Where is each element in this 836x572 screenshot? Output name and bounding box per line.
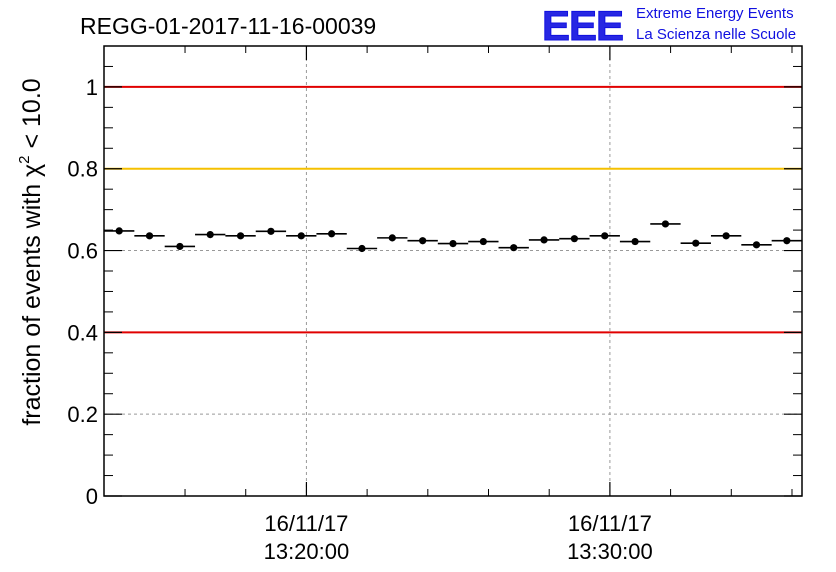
point-marker — [510, 244, 518, 252]
data-point — [286, 232, 317, 240]
y-axis-label-chi: χ — [18, 164, 46, 177]
data-point — [316, 230, 347, 238]
point-marker — [601, 232, 609, 240]
point-marker — [722, 232, 730, 240]
point-marker — [388, 234, 396, 242]
y-tick-label: 0.6 — [67, 239, 98, 264]
point-marker — [540, 236, 548, 244]
point-marker — [419, 237, 427, 245]
y-axis-label-pre: fraction of events with — [18, 177, 46, 426]
x-tick-label-time: 13:20:00 — [264, 539, 350, 564]
axis-ticks — [104, 46, 802, 497]
y-tick-label: 0 — [86, 484, 98, 509]
point-marker — [631, 237, 639, 246]
plot-frame — [103, 45, 803, 497]
point-marker — [479, 237, 487, 246]
y-tick-label: 0.8 — [67, 157, 98, 182]
point-marker — [328, 230, 336, 238]
point-marker — [176, 242, 184, 251]
tick-labels: 0 0.2 0.4 0.6 0.8 1 16/11/17 13:20:00 16/11/17 13… — [67, 75, 652, 564]
data-point — [498, 244, 529, 252]
eee-logo-line2: La Scienza nelle Scuole — [636, 26, 796, 43]
y-tick-label: 0.2 — [67, 402, 98, 427]
data-point — [164, 242, 196, 251]
x-tick-label-date: 16/11/17 — [568, 511, 652, 536]
data-point — [528, 236, 560, 244]
data-point — [225, 232, 256, 240]
data-point — [134, 232, 165, 240]
data-point — [195, 230, 226, 239]
chart-title: REGG-01-2017-11-16-00039 — [80, 13, 376, 39]
y-tick-label: 0.4 — [67, 320, 98, 345]
data-point — [468, 237, 499, 246]
data-point — [741, 241, 772, 249]
point-marker — [752, 241, 761, 249]
point-marker — [692, 239, 700, 247]
y-axis-label-sup: 2 — [16, 155, 33, 163]
point-marker — [267, 227, 275, 235]
point-marker — [236, 232, 245, 240]
reference-lines — [104, 85, 802, 334]
data-point — [407, 237, 438, 245]
point-marker — [358, 244, 366, 253]
data-point — [255, 227, 287, 235]
eee-logo: EEE Extreme Energy Events La Scienza nel… — [542, 2, 797, 50]
point-marker — [115, 227, 123, 235]
data-point — [559, 235, 590, 243]
data-point — [650, 220, 681, 228]
eee-logo-letters: EEE — [542, 2, 623, 49]
data-point — [437, 239, 469, 248]
data-point — [104, 227, 135, 235]
y-tick-label: 1 — [86, 75, 98, 100]
point-marker — [661, 220, 670, 228]
y-axis-label: fraction of events with χ2 < 10.0 — [16, 78, 46, 425]
point-marker — [449, 239, 457, 248]
point-marker — [206, 230, 214, 239]
point-marker — [145, 232, 154, 240]
data-points — [104, 220, 802, 253]
data-point — [346, 244, 378, 253]
point-marker — [570, 235, 578, 243]
eee-logo-line1: Extreme Energy Events — [636, 5, 794, 22]
data-point — [771, 237, 802, 245]
x-tick-label-time: 13:30:00 — [567, 539, 653, 564]
y-axis-label-post: < 10.0 — [18, 78, 46, 155]
point-marker — [297, 232, 305, 240]
data-point — [710, 232, 742, 240]
data-point — [680, 239, 711, 247]
grid-lines — [104, 46, 802, 496]
data-point — [619, 237, 651, 246]
data-point — [377, 234, 408, 242]
data-point — [589, 232, 620, 240]
point-marker — [783, 237, 791, 245]
x-tick-label-date: 16/11/17 — [264, 511, 348, 536]
